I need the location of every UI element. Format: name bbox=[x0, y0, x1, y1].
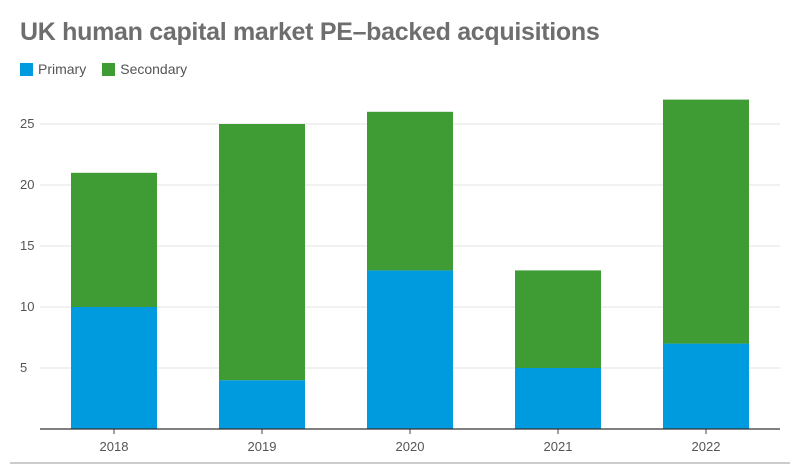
bar-primary-2018 bbox=[71, 307, 157, 429]
bar-primary-2019 bbox=[219, 380, 305, 429]
bar-secondary-2019 bbox=[219, 124, 305, 381]
chart-title: UK human capital market PE–backed acquis… bbox=[20, 18, 600, 46]
x-tick-label-2020: 2020 bbox=[396, 439, 425, 454]
y-tick-label-15: 15 bbox=[20, 238, 34, 253]
x-tick-label-2019: 2019 bbox=[248, 439, 277, 454]
y-tick-label-10: 10 bbox=[20, 299, 34, 314]
legend-item-primary: Primary bbox=[20, 61, 86, 77]
bar-primary-2021 bbox=[515, 368, 601, 429]
x-tick-label-2018: 2018 bbox=[100, 439, 129, 454]
y-tick-label-25: 25 bbox=[20, 116, 34, 131]
bar-secondary-2021 bbox=[515, 270, 601, 368]
y-tick-label-20: 20 bbox=[20, 177, 34, 192]
bar-secondary-2020 bbox=[367, 111, 453, 271]
legend: Primary Secondary bbox=[20, 61, 203, 77]
legend-label-secondary: Secondary bbox=[120, 61, 188, 77]
x-tick-label-2021: 2021 bbox=[544, 439, 573, 454]
x-tick-label-2022: 2022 bbox=[692, 439, 721, 454]
legend-label-primary: Primary bbox=[38, 61, 87, 77]
bar-secondary-2018 bbox=[71, 172, 157, 307]
legend-swatch-secondary bbox=[102, 62, 116, 76]
legend-swatch-primary bbox=[20, 62, 33, 76]
bar-primary-2020 bbox=[367, 270, 453, 429]
legend-item-secondary: Secondary bbox=[102, 61, 187, 77]
bar-primary-2022 bbox=[663, 343, 749, 429]
bar-secondary-2022 bbox=[663, 99, 749, 344]
y-tick-label-5: 5 bbox=[20, 360, 27, 375]
